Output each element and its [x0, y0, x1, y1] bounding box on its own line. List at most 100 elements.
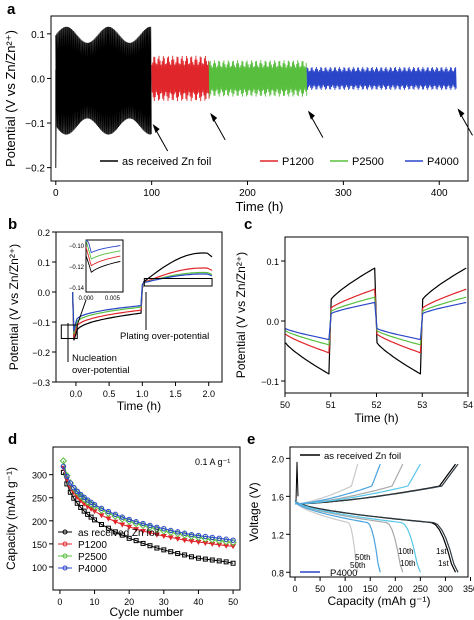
initial-spike-a — [55, 56, 57, 169]
y-tick-label-b: −0.1 — [32, 318, 50, 328]
marker-d-1-10 — [98, 513, 105, 519]
marker-d-0-12 — [112, 529, 118, 535]
marker-d-3-20 — [168, 527, 174, 534]
y-tick-label-a: 0.1 — [31, 30, 45, 41]
legend-label-a-0: as received Zn foil — [122, 156, 211, 168]
charge-line-e-5 — [295, 463, 381, 505]
marker-d-3-1 — [64, 473, 70, 480]
marker-d-3-9 — [91, 501, 98, 508]
marker-d-3-2 — [67, 480, 74, 486]
series-line-b-2 — [72, 271, 213, 335]
marker-d-0-25 — [202, 556, 208, 562]
marker-d-3-21 — [174, 529, 181, 535]
x-tick-label-a: 400 — [431, 188, 448, 199]
inset-x-tick-label-b: 0.005 — [105, 296, 121, 302]
arrow-head-a-2 — [307, 110, 315, 120]
marker-d-0-18 — [154, 545, 160, 551]
x-axis-label-a: Time (h) — [236, 199, 284, 214]
marker-d-1-23 — [188, 539, 195, 545]
discharge-line-e-4 — [294, 500, 359, 573]
x-tick-label-d: 10 — [90, 597, 100, 607]
x-tick-label-d: 50 — [228, 597, 238, 607]
marker-d-0-10 — [98, 521, 104, 527]
curve-label-e-1: 50th — [355, 553, 371, 562]
series-line-b-0 — [72, 252, 213, 341]
x-tick-label-b: 1.5 — [169, 389, 182, 399]
x-axis-label-d: Cycle number — [109, 605, 183, 619]
x-axis-label-b: Time (h) — [117, 399, 161, 413]
marker-d-1-25 — [202, 540, 209, 546]
x-tick-label-c: 53 — [417, 400, 427, 410]
marker-d-3-4 — [74, 488, 80, 494]
series-line-d-0 — [62, 472, 234, 564]
marker-d-3-0 — [60, 463, 67, 470]
marker-d-1-13 — [119, 522, 126, 528]
x-tick-label-b: 2.0 — [202, 389, 215, 399]
inset-line-b-0 — [85, 255, 121, 273]
marker-d-1-9 — [91, 509, 98, 515]
marker-d-3-12 — [112, 511, 119, 518]
y-tick-label-d: 200 — [32, 517, 47, 527]
marker-d-3-10 — [98, 505, 105, 512]
inset-line-b-3 — [85, 239, 121, 254]
series-line-a-0 — [55, 26, 152, 135]
marker-d-1-20 — [167, 535, 174, 541]
x-tick-label-e: 200 — [388, 584, 403, 594]
initial-spike-e — [295, 461, 299, 502]
marker-d-3-28 — [223, 536, 229, 542]
legend-marker-d-1 — [62, 541, 68, 547]
zoom-box-b-2 — [60, 324, 78, 339]
plot-frame-b — [55, 231, 223, 383]
marker-d-1-16 — [140, 528, 147, 534]
y-axis-label-a: Potential (V vs Zn/Zn²⁺) — [3, 30, 18, 167]
marker-d-3-25 — [202, 533, 209, 540]
x-tick-label-b: 0.0 — [70, 389, 83, 399]
marker-d-0-24 — [195, 555, 201, 561]
marker-d-0-21 — [175, 551, 181, 557]
y-axis-label-b: Potential (V vs Zn/Zn²⁺) — [7, 244, 21, 370]
marker-d-1-26 — [209, 541, 216, 547]
x-tick-label-e: 150 — [363, 584, 378, 594]
x-tick-label-a: 100 — [143, 188, 160, 199]
y-tick-label-d: 100 — [32, 563, 47, 573]
marker-d-3-27 — [216, 535, 222, 542]
marker-d-3-15 — [133, 519, 139, 525]
y-tick-label-c: 0.0 — [266, 317, 279, 327]
curve-label-e-0: 50th — [350, 561, 366, 570]
marker-d-0-28 — [223, 559, 229, 565]
marker-d-0-5 — [78, 504, 84, 510]
marker-d-0-22 — [182, 552, 188, 558]
plot-frame-d — [52, 446, 241, 591]
y-tick-label-e: 1.2 — [271, 530, 284, 540]
series-line-d-3 — [62, 466, 234, 541]
arrow-head-a-3 — [457, 108, 465, 118]
charge-line-e-0 — [295, 463, 456, 505]
marker-d-1-29 — [230, 544, 237, 550]
marker-d-0-3 — [71, 495, 77, 501]
x-tick-label-a: 200 — [239, 188, 256, 199]
arrow-head-a-1 — [210, 112, 218, 122]
x-tick-label-e: 350 — [463, 584, 474, 594]
marker-d-3-22 — [181, 530, 188, 536]
y-axis-label-c: Potential (V vs Zn/Zn²⁺) — [234, 252, 248, 378]
y-tick-label-a: −0.1 — [25, 119, 45, 130]
marker-d-3-19 — [161, 525, 167, 532]
marker-d-0-17 — [147, 543, 153, 549]
inset-y-tick-label-b: −0.14 — [69, 286, 85, 292]
charge-line-e-3 — [295, 463, 421, 505]
x-tick-label-a: 0 — [53, 188, 59, 199]
y-tick-label-b: 0.2 — [37, 228, 50, 238]
y-tick-label-b: −0.3 — [32, 378, 50, 388]
zoom-box-b-1 — [143, 278, 213, 287]
x-tick-label-c: 50 — [280, 400, 290, 410]
marker-d-1-24 — [195, 540, 202, 546]
x-tick-label-e: 100 — [338, 584, 353, 594]
discharge-line-e-5 — [294, 500, 381, 573]
marker-d-0-15 — [133, 538, 139, 544]
marker-d-0-9 — [92, 517, 98, 523]
inset-line-b-2 — [85, 239, 121, 260]
marker-d-1-22 — [181, 538, 188, 544]
y-tick-label-e: 1.6 — [271, 492, 284, 502]
y-tick-label-d: 150 — [32, 540, 47, 550]
